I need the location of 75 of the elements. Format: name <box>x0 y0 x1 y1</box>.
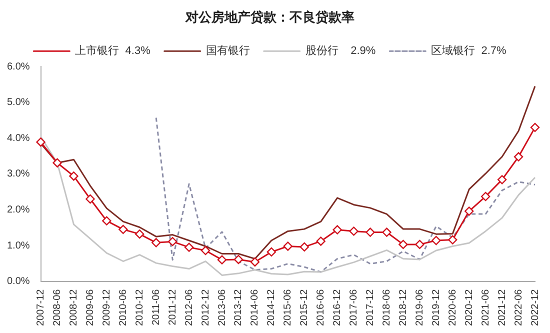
point <box>300 242 309 252</box>
point <box>266 247 276 257</box>
x-tick-label: 2012-12 <box>200 288 212 326</box>
point <box>415 240 424 250</box>
x-tick-label: 2022-12 <box>530 288 541 326</box>
x-tick-label: 2017-06 <box>348 288 360 326</box>
y-tick-label: 4.0% <box>6 132 30 144</box>
x-tick-label: 2011-12 <box>167 288 178 326</box>
chart-title: 对公房地产贷款：不良贷款率 <box>184 9 354 24</box>
point <box>514 152 524 162</box>
x-tick-label: 2010-06 <box>118 288 129 326</box>
point <box>102 216 112 226</box>
x-tick-label: 2019-06 <box>414 288 426 326</box>
y-tick-label: 2.0% <box>6 204 30 216</box>
point <box>234 254 244 264</box>
point <box>118 224 128 234</box>
x-tick-label: 2015-06 <box>282 288 294 326</box>
point <box>382 228 392 237</box>
x-tick-label: 2015-12 <box>299 288 310 326</box>
legend-label: 国有银行 <box>206 45 250 58</box>
y-tick-label: 0.0% <box>6 276 30 288</box>
x-tick-label: 2008-12 <box>68 288 80 326</box>
x-tick-label: 2014-12 <box>266 288 278 326</box>
legend-label: 区域银行 2.7% <box>431 44 507 58</box>
point <box>283 242 292 251</box>
x-tick-label: 2021-06 <box>480 288 492 326</box>
x-tick-label: 2018-06 <box>381 288 392 326</box>
y-tick-label: 6.0% <box>6 61 30 72</box>
point <box>464 206 474 216</box>
point <box>184 242 194 252</box>
x-tick-label: 2011-06 <box>150 288 162 326</box>
point <box>448 235 458 244</box>
point <box>316 236 326 246</box>
x-tick-label: 2016-12 <box>332 288 344 326</box>
point <box>250 257 260 267</box>
point <box>200 246 210 256</box>
x-tick-label: 2009-12 <box>101 288 112 326</box>
x-tick-label: 2018-12 <box>398 288 409 326</box>
point <box>168 236 178 246</box>
point <box>530 122 540 132</box>
y-tick-label: 5.0% <box>6 97 30 108</box>
x-tick-label: 2020-12 <box>464 288 475 326</box>
point <box>497 175 507 184</box>
point <box>36 138 46 147</box>
point <box>135 229 144 239</box>
x-tick-label: 2010-12 <box>134 288 146 326</box>
x-tick-label: 2007-12 <box>36 288 47 326</box>
x-tick-label: 2008-06 <box>52 288 64 326</box>
legend-label: 上市银行 4.3% <box>75 44 151 58</box>
x-tick-label: 2020-06 <box>447 288 458 326</box>
line-series <box>155 117 536 273</box>
y-tick-label: 3.0% <box>6 168 30 180</box>
point <box>69 172 78 181</box>
x-tick-label: 2009-06 <box>84 288 96 326</box>
x-tick-label: 2012-06 <box>184 288 195 326</box>
point <box>398 240 408 250</box>
point <box>86 194 95 204</box>
point <box>349 226 358 236</box>
x-tick-label: 2021-12 <box>496 288 508 326</box>
x-tick-label: 2019-12 <box>430 288 442 326</box>
point <box>217 255 227 264</box>
x-tick-label: 2022-06 <box>513 288 524 326</box>
point <box>366 228 375 237</box>
x-tick-label: 2014-06 <box>250 288 261 326</box>
legend-label: 股份行 2.9% <box>305 45 376 58</box>
x-tick-label: 2017-12 <box>365 288 376 326</box>
point <box>152 238 161 248</box>
point <box>332 225 342 234</box>
y-tick-label: 1.0% <box>6 240 30 252</box>
point <box>480 192 490 202</box>
x-tick-label: 2013-06 <box>216 288 228 326</box>
x-tick-label: 2013-12 <box>233 288 244 326</box>
x-tick-label: 2016-06 <box>316 288 327 326</box>
point <box>52 158 62 168</box>
point <box>432 236 441 246</box>
